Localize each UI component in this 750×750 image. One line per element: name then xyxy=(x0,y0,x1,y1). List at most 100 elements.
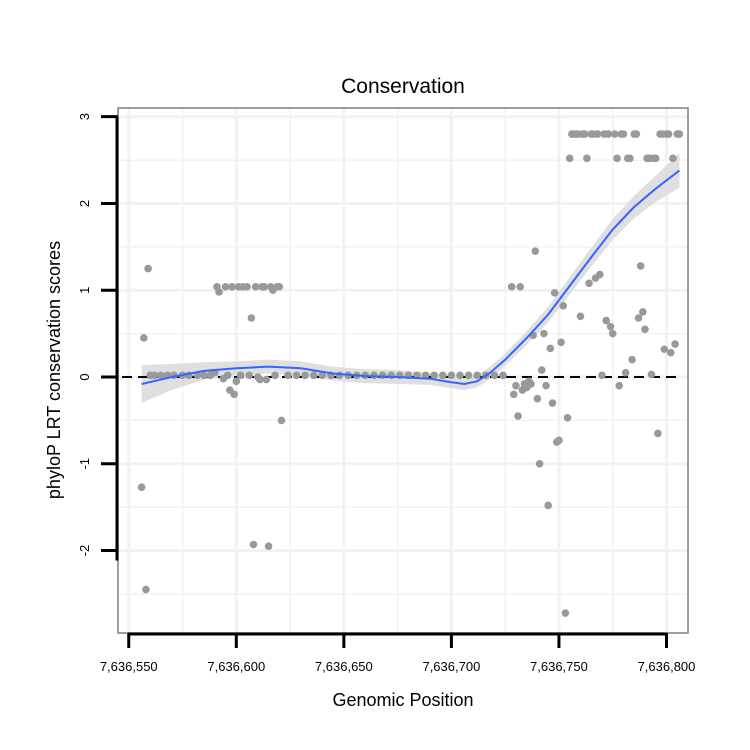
data-point xyxy=(378,371,387,380)
data-point xyxy=(544,501,552,510)
data-point xyxy=(499,371,507,380)
data-point xyxy=(473,371,482,380)
x-tick-label: 7,636,700 xyxy=(422,659,480,674)
data-point xyxy=(247,314,256,322)
data-point xyxy=(598,371,606,380)
data-point xyxy=(531,247,540,255)
data-point xyxy=(264,542,273,551)
data-point xyxy=(540,329,548,338)
data-point xyxy=(215,288,223,296)
data-point xyxy=(639,308,647,316)
y-tick-label: -1 xyxy=(77,458,92,470)
data-point xyxy=(593,130,602,138)
x-axis-label: Genomic Position xyxy=(332,690,473,710)
x-tick-label: 7,636,800 xyxy=(638,659,696,674)
data-point xyxy=(438,371,447,380)
data-point xyxy=(669,154,677,163)
data-point xyxy=(604,130,613,138)
data-point xyxy=(514,412,522,420)
x-tick-label: 7,636,750 xyxy=(530,659,588,674)
data-point xyxy=(275,282,284,291)
y-axis-label: phyloP LRT conservation scores xyxy=(44,241,64,499)
data-point xyxy=(243,282,251,291)
data-point xyxy=(318,371,327,380)
x-axis: 7,636,550 7,636,600 7,636,650 7,636,700 7,63… xyxy=(100,632,696,674)
data-point xyxy=(144,264,152,273)
data-point xyxy=(464,371,473,380)
data-point xyxy=(619,130,628,138)
data-point xyxy=(142,585,150,594)
x-tick-label: 7,636,600 xyxy=(207,659,265,674)
data-point xyxy=(675,130,684,138)
data-point xyxy=(447,371,456,380)
data-point xyxy=(256,375,264,384)
data-point xyxy=(628,355,636,364)
data-point xyxy=(490,371,499,380)
chart-title: Conservation xyxy=(341,75,465,98)
data-point xyxy=(576,312,585,321)
data-point xyxy=(221,282,230,291)
data-point xyxy=(580,130,589,138)
data-point xyxy=(245,371,254,380)
data-point xyxy=(606,322,615,331)
data-point xyxy=(660,345,669,354)
data-point xyxy=(262,375,271,384)
data-point xyxy=(535,459,544,468)
data-point xyxy=(527,380,535,388)
data-point xyxy=(236,371,245,380)
data-point xyxy=(561,609,570,617)
data-point xyxy=(555,436,563,445)
data-point xyxy=(548,399,557,407)
data-point xyxy=(421,371,430,380)
data-point xyxy=(559,302,568,310)
data-point xyxy=(277,416,286,425)
y-tick-label: 3 xyxy=(77,113,92,120)
data-point xyxy=(636,262,645,270)
data-point xyxy=(200,371,208,380)
data-point xyxy=(271,371,279,380)
data-point xyxy=(651,154,660,163)
data-point xyxy=(641,325,649,334)
data-point xyxy=(546,344,555,353)
data-point xyxy=(615,381,623,390)
y-axis: -2 -1 0 1 2 3 xyxy=(77,113,119,561)
data-point xyxy=(671,340,679,348)
data-point xyxy=(666,348,675,357)
data-point xyxy=(150,371,159,380)
data-point xyxy=(654,429,662,438)
data-point xyxy=(621,368,630,377)
data-point xyxy=(647,370,656,379)
data-point xyxy=(585,279,593,288)
data-point xyxy=(249,540,258,549)
data-point xyxy=(335,371,344,380)
data-point xyxy=(602,316,611,325)
data-point xyxy=(228,282,236,291)
data-point xyxy=(664,130,673,138)
data-point xyxy=(516,282,525,291)
data-point xyxy=(309,371,318,380)
data-point xyxy=(596,270,604,279)
y-tick-label: 2 xyxy=(77,200,92,207)
data-point xyxy=(430,371,438,380)
data-point xyxy=(507,282,516,291)
data-point xyxy=(301,371,309,380)
data-point xyxy=(260,282,269,291)
data-point xyxy=(387,371,395,380)
data-point xyxy=(550,289,559,297)
data-point xyxy=(223,371,232,380)
data-point xyxy=(611,130,619,138)
data-point xyxy=(557,338,565,347)
data-point xyxy=(456,371,464,380)
data-point xyxy=(634,314,643,322)
data-point xyxy=(537,366,546,374)
data-point xyxy=(157,371,165,380)
data-point xyxy=(509,390,518,399)
data-point xyxy=(512,381,520,390)
data-point xyxy=(230,390,238,399)
data-point xyxy=(251,282,260,291)
smooth-fit-line xyxy=(141,169,681,386)
smooth-line-layer xyxy=(141,169,681,386)
data-point xyxy=(632,130,641,138)
data-point xyxy=(140,334,148,342)
